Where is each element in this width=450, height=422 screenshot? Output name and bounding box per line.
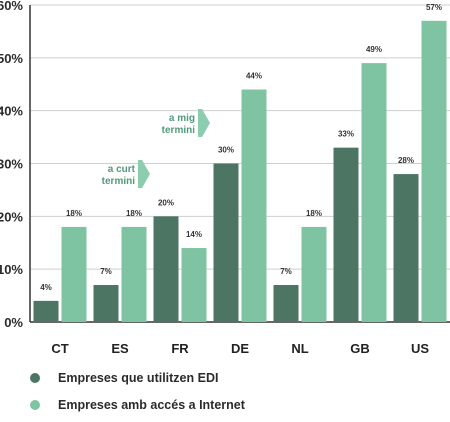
data-label: 30% [218,146,234,155]
data-label: 18% [306,209,322,218]
x-tick-label: GB [350,341,370,356]
data-label: 20% [158,198,174,207]
legend-item-internet: Empreses amb accés a Internet [30,395,245,415]
legend-label-internet: Empreses amb accés a Internet [58,398,245,412]
bar-edi-nl [273,285,299,322]
legend-item-edi: Empreses que utilitzen EDI [30,368,245,388]
data-label: 18% [126,209,142,218]
y-tick-label: 0% [4,315,23,330]
x-tick-label: NL [291,341,308,356]
data-label: 28% [398,156,414,165]
bar-edi-de [213,163,239,322]
annotation-text: termini [102,176,136,187]
data-label: 33% [338,130,354,139]
bar-internet-us [421,20,447,322]
data-label: 4% [40,283,52,292]
x-tick-label: US [411,341,429,356]
bar-internet-gb [361,63,387,322]
bar-internet-de [241,89,267,323]
bar-edi-es [93,285,119,322]
bar-internet-ct [61,226,87,322]
data-label: 7% [100,267,112,276]
bar-internet-fr [181,248,207,322]
legend-label-edi: Empreses que utilitzen EDI [58,371,219,385]
legend-swatch-internet [30,400,40,410]
annotation-text: termini [162,125,196,136]
annotation-text: a mig [169,113,195,124]
data-label: 44% [246,72,262,81]
x-tick-label: ES [111,341,129,356]
y-tick-label: 60% [0,0,23,13]
x-tick-label: DE [231,341,249,356]
y-tick-label: 30% [0,157,23,172]
bar-edi-ct [33,300,59,322]
x-tick-label: CT [51,341,68,356]
data-label: 18% [66,209,82,218]
y-tick-label: 40% [0,104,23,119]
y-tick-label: 10% [0,262,23,277]
annotation-arrow [198,109,210,137]
annotation-arrow [138,160,150,188]
data-label: 7% [280,267,292,276]
bar-edi-us [393,174,419,322]
data-label: 14% [186,230,202,239]
bar-internet-nl [301,226,327,322]
legend-swatch-edi [30,373,40,383]
data-label: 49% [366,45,382,54]
bar-internet-es [121,226,147,322]
chart-legend: Empreses que utilitzen EDI Empreses amb … [30,368,245,422]
annotation-text: a curt [108,164,136,175]
y-tick-label: 20% [0,209,23,224]
y-tick-label: 50% [0,51,23,66]
data-label: 57% [426,3,442,12]
x-tick-label: FR [171,341,189,356]
bar-edi-fr [153,216,179,322]
bar-edi-gb [333,147,359,322]
